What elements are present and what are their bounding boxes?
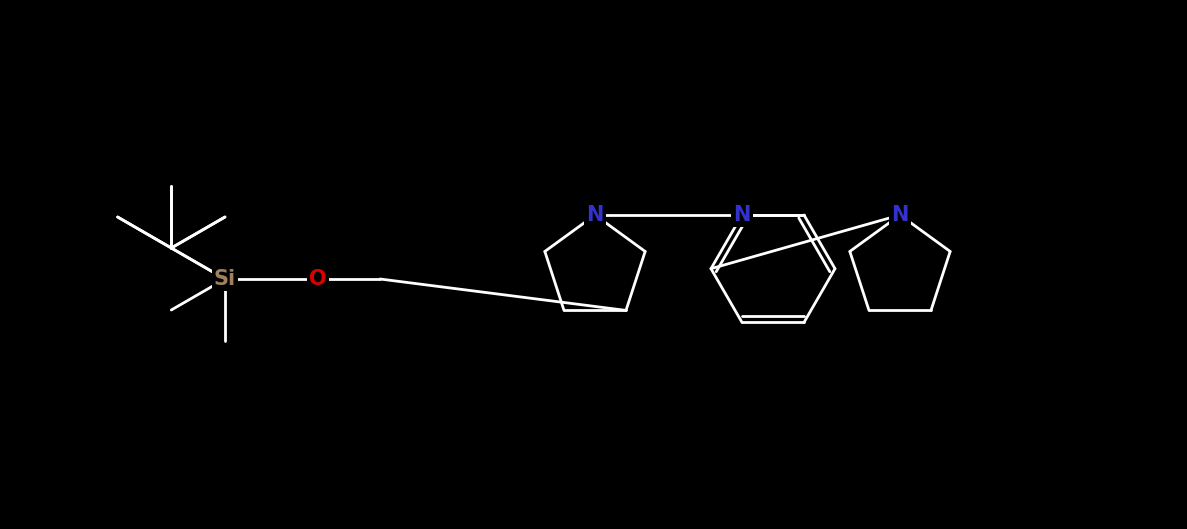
Text: N: N	[891, 205, 909, 225]
Text: N: N	[586, 205, 604, 225]
Text: N: N	[734, 205, 750, 225]
Text: Si: Si	[214, 269, 236, 289]
Text: O: O	[309, 269, 326, 289]
